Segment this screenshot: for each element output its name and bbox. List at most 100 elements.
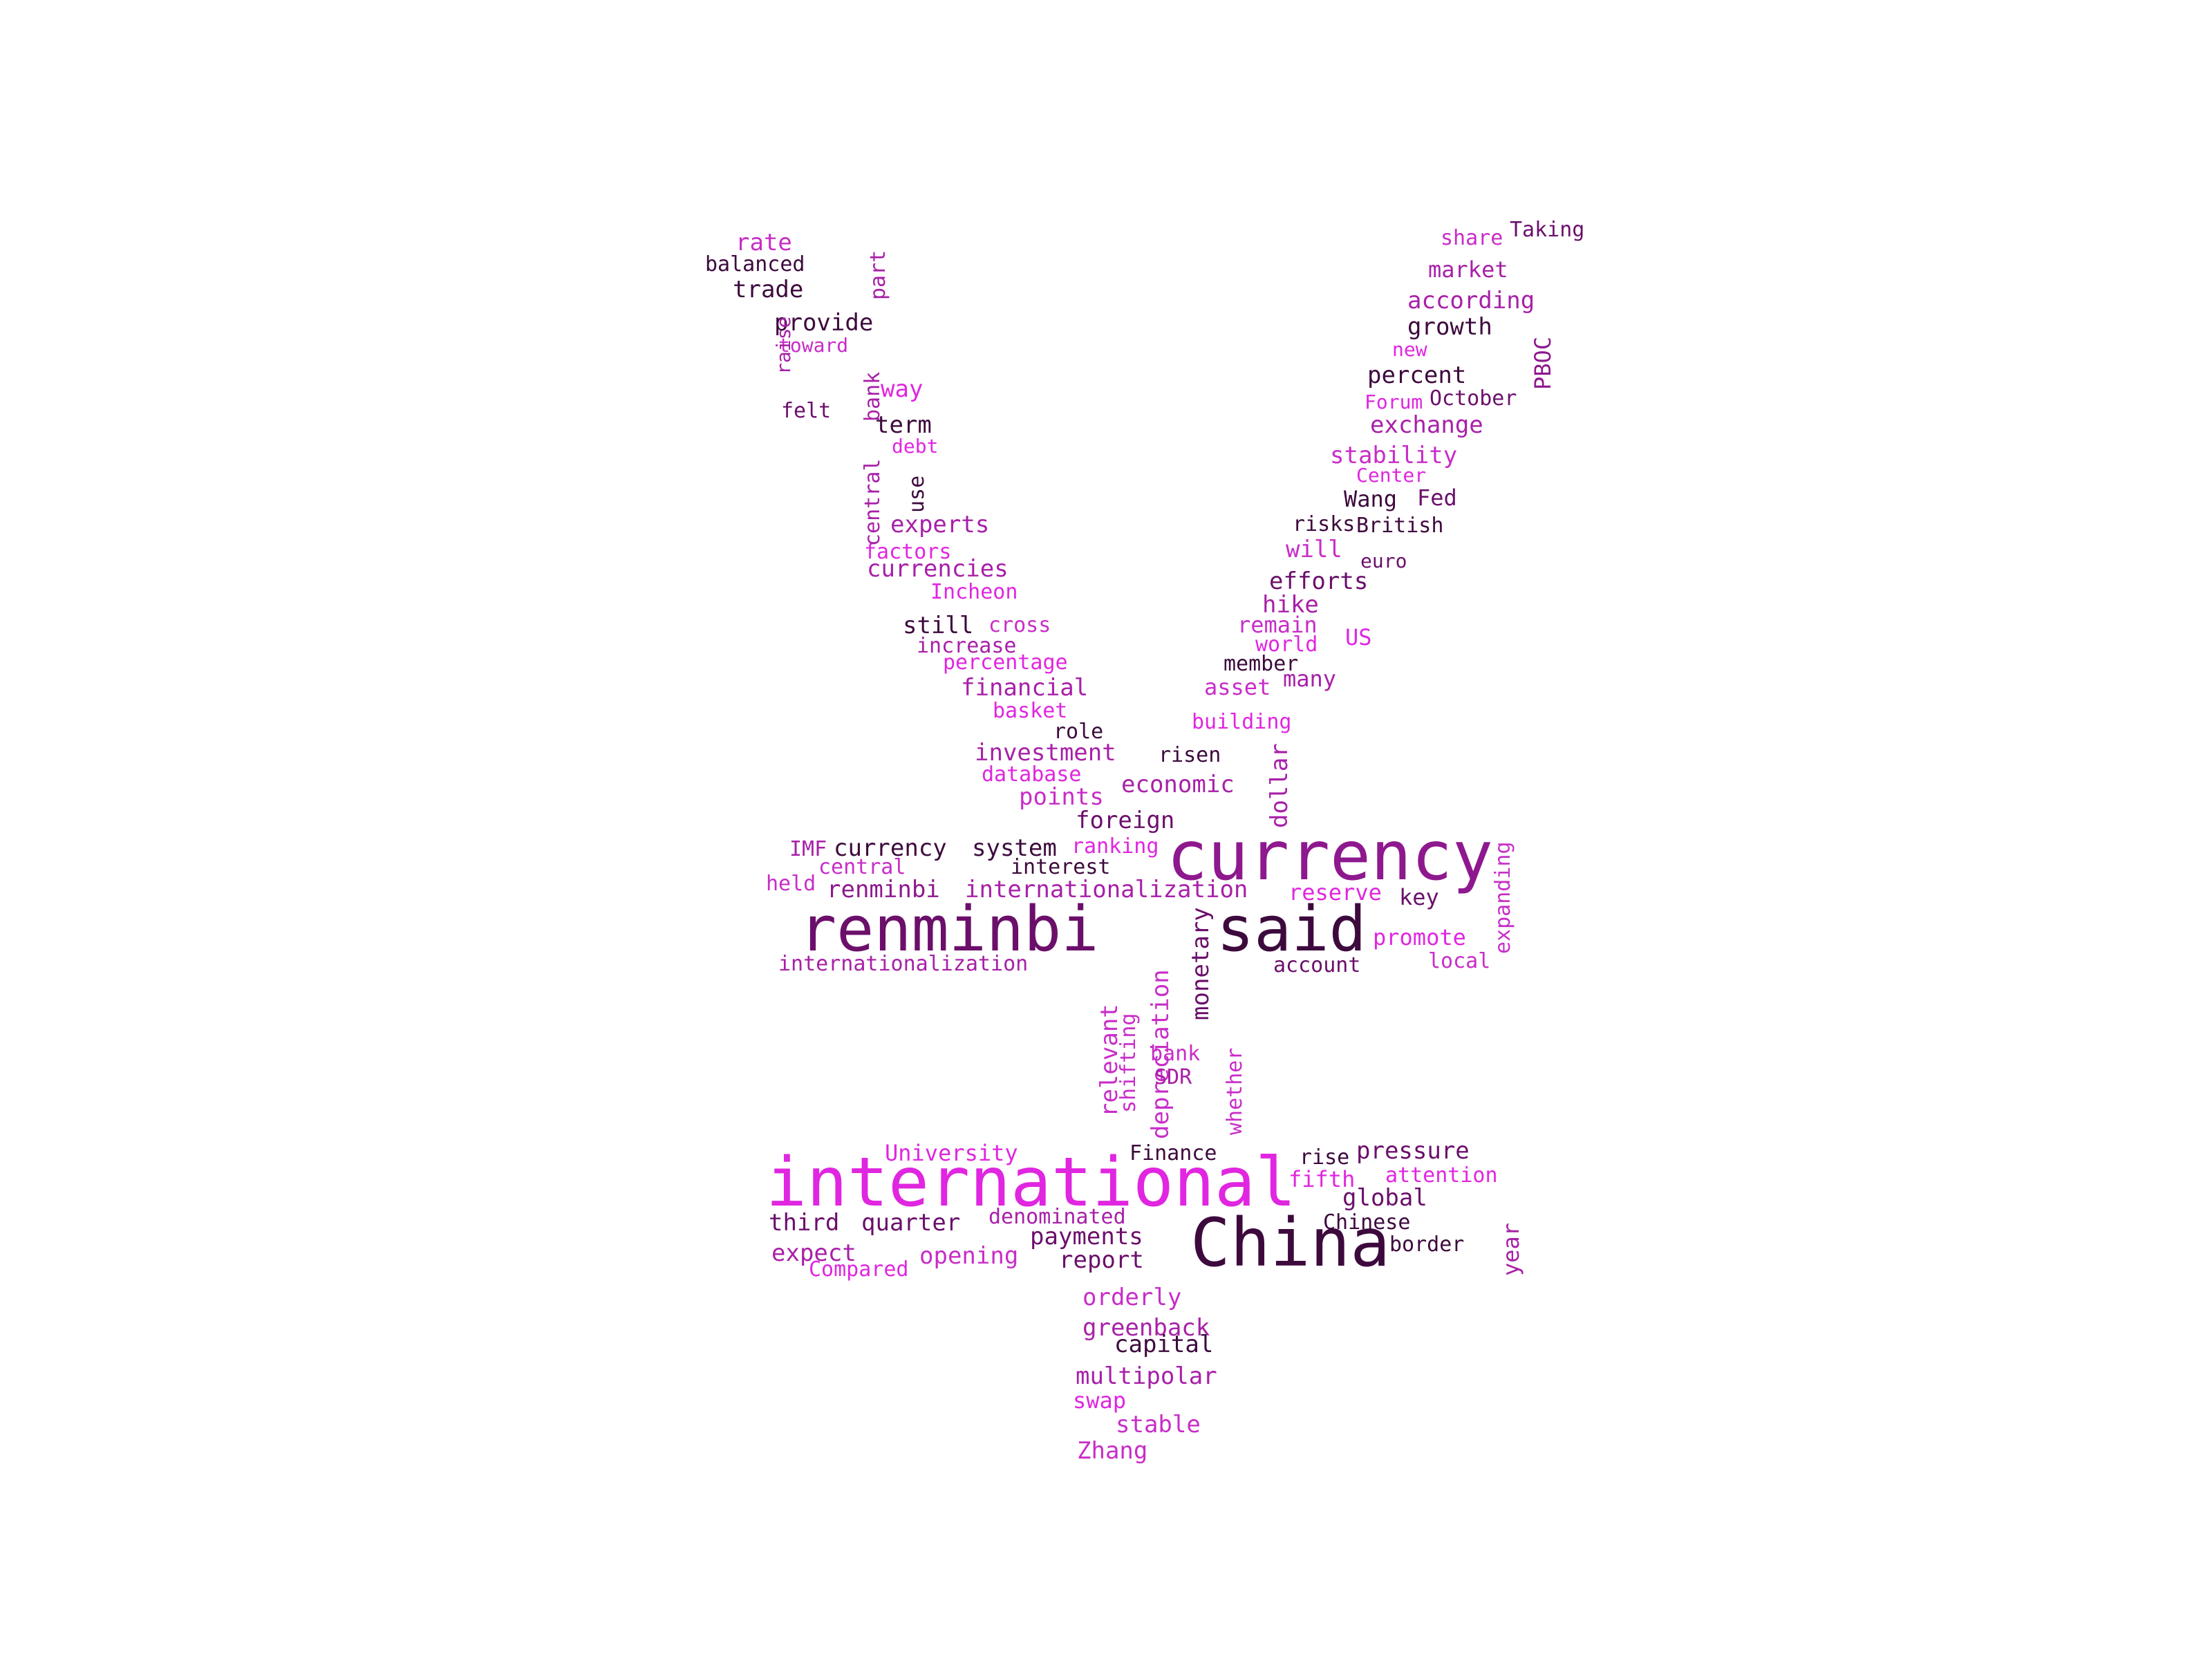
word-asset: asset	[1204, 674, 1271, 700]
word-orderly: orderly	[1082, 1284, 1182, 1311]
word-hike: hike	[1262, 591, 1319, 619]
word-compared: Compared	[809, 1257, 909, 1282]
word-swap: swap	[1073, 1387, 1127, 1414]
word-report: report	[1059, 1246, 1144, 1274]
word-central: central	[861, 458, 885, 546]
word-stability: stability	[1330, 442, 1458, 469]
word-imf: IMF	[789, 837, 827, 861]
word-internationalization: internationalization	[778, 952, 1029, 976]
word-china: China	[1190, 1204, 1390, 1282]
word-currency: currency	[1167, 817, 1494, 896]
word-rise: rise	[1300, 1145, 1350, 1170]
word-incheon: Incheon	[930, 580, 1018, 604]
word-percent: percent	[1367, 362, 1467, 389]
word-felt: felt	[781, 399, 832, 423]
word-trade: trade	[733, 276, 804, 303]
word-experts: experts	[890, 511, 990, 538]
word-interest: interest	[1011, 855, 1111, 879]
word-many: many	[1283, 666, 1337, 692]
word-pboc: PBOC	[1530, 336, 1556, 390]
word-role: role	[1053, 720, 1104, 744]
word-debt: debt	[892, 435, 939, 458]
word-opening: opening	[919, 1242, 1019, 1270]
word-growth: growth	[1407, 313, 1492, 341]
word-share: share	[1441, 226, 1503, 250]
word-rate: rate	[735, 229, 792, 256]
word-use: use	[905, 475, 929, 513]
word-way: way	[881, 375, 924, 403]
word-global: global	[1342, 1184, 1427, 1212]
word-provide: provide	[774, 309, 874, 337]
word-building: building	[1192, 710, 1292, 734]
word-pressure: pressure	[1356, 1137, 1470, 1165]
word-account: account	[1273, 953, 1361, 977]
word-stable: stable	[1116, 1411, 1201, 1438]
word-will: will	[1286, 536, 1342, 563]
word-currency: currency	[834, 834, 947, 862]
word-held: held	[766, 872, 816, 896]
word-investment: investment	[975, 739, 1116, 767]
word-capital: capital	[1114, 1331, 1214, 1358]
word-bank: bank	[1150, 1042, 1201, 1066]
word-increase: increase	[917, 634, 1017, 658]
word-quarter: quarter	[861, 1209, 961, 1237]
word-percentage: percentage	[943, 650, 1068, 675]
word-toward: toward	[778, 334, 849, 357]
word-local: local	[1428, 949, 1491, 973]
word-third: third	[769, 1209, 840, 1237]
word-cross: cross	[988, 613, 1051, 637]
word-new: new	[1392, 338, 1427, 361]
word-currencies: currencies	[867, 555, 1009, 583]
word-renminbi: renminbi	[827, 876, 940, 903]
word-basket: basket	[993, 699, 1068, 723]
word-system: system	[972, 834, 1057, 862]
word-zhang: Zhang	[1077, 1437, 1148, 1465]
word-fed: Fed	[1417, 485, 1457, 511]
word-factors: factors	[864, 540, 952, 564]
word-forum: Forum	[1365, 391, 1423, 413]
word-border: border	[1389, 1232, 1465, 1257]
word-internationalization: internationalization	[965, 876, 1248, 903]
word-wang: Wang	[1344, 486, 1398, 512]
word-economic: economic	[1121, 771, 1235, 798]
word-expanding: expanding	[1491, 841, 1515, 954]
word-taking: Taking	[1510, 218, 1585, 242]
word-finance: Finance	[1130, 1141, 1217, 1165]
word-efforts: efforts	[1269, 568, 1369, 595]
word-according: according	[1407, 287, 1535, 315]
word-key: key	[1399, 884, 1439, 910]
word-renminbi: renminbi	[799, 893, 1099, 966]
word-balanced: balanced	[705, 252, 805, 276]
word-expect: expect	[771, 1239, 856, 1267]
word-international: international	[766, 1143, 1297, 1222]
word-points: points	[1019, 783, 1104, 811]
word-member: member	[1224, 652, 1299, 676]
word-monetary: monetary	[1187, 907, 1215, 1020]
word-promote: promote	[1373, 924, 1466, 950]
word-risen: risen	[1159, 743, 1221, 767]
word-sdr: SDR	[1154, 1065, 1192, 1089]
word-world: world	[1255, 632, 1318, 657]
word-fifth: fifth	[1288, 1166, 1356, 1192]
word-part: part	[866, 250, 890, 300]
word-year: year	[1498, 1222, 1524, 1276]
word-chinese: Chinese	[1323, 1210, 1411, 1235]
word-said: said	[1217, 893, 1367, 966]
word-still: still	[903, 612, 974, 639]
word-dollar: dollar	[1266, 743, 1293, 828]
word-british: British	[1356, 514, 1444, 538]
word-university: University	[885, 1140, 1018, 1166]
word-ranking: ranking	[1071, 834, 1159, 859]
word-whether: whether	[1223, 1047, 1247, 1135]
word-center: Center	[1356, 464, 1427, 487]
word-market: market	[1428, 256, 1508, 283]
word-payments: payments	[1030, 1223, 1143, 1250]
word-euro: euro	[1360, 550, 1407, 572]
word-term: term	[875, 411, 932, 439]
word-attention: attention	[1385, 1163, 1498, 1188]
word-multipolar: multipolar	[1076, 1362, 1217, 1390]
word-october: October	[1430, 386, 1517, 411]
word-raise: raise	[772, 316, 795, 375]
word-bank: bank	[861, 371, 885, 422]
